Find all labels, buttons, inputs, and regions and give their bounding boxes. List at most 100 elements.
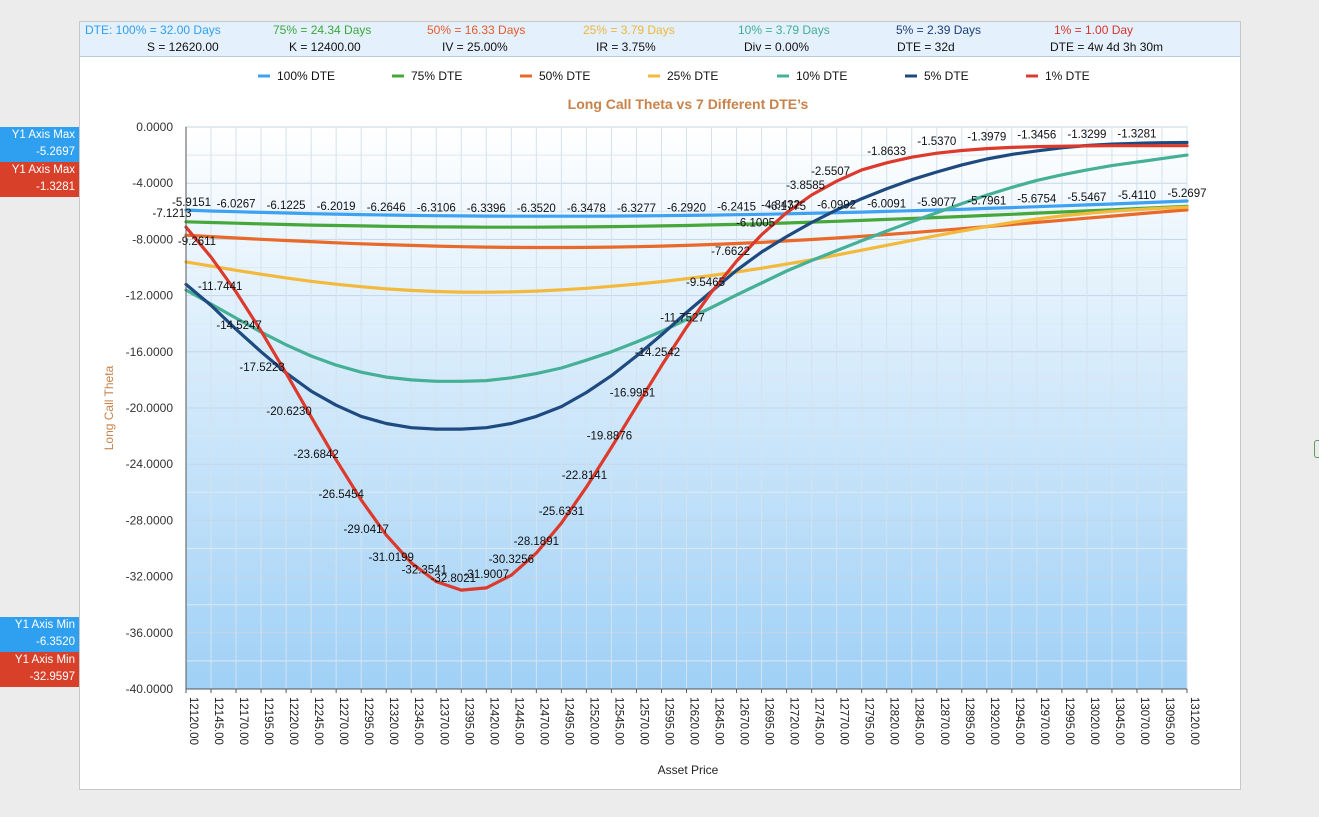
param-header-item: K = 12400.00 bbox=[289, 40, 361, 54]
y1-axis-min-blue-value: -6.3520 bbox=[35, 636, 75, 648]
y1-axis-max-blue-value: -5.2697 bbox=[35, 146, 75, 158]
data-label: -1.3456 bbox=[1017, 130, 1056, 142]
y-tick-label: -40.0000 bbox=[126, 682, 174, 696]
data-label: -6.2415 bbox=[717, 202, 756, 214]
data-label: -29.0417 bbox=[343, 524, 388, 536]
data-label: -5.2697 bbox=[1167, 188, 1206, 200]
y-tick-label: 0.0000 bbox=[136, 120, 173, 134]
data-label: -6.3478 bbox=[567, 203, 606, 215]
legend-label: 5% DTE bbox=[924, 69, 969, 83]
series-line bbox=[184, 140, 1189, 431]
param-header-item: IV = 25.00% bbox=[442, 40, 508, 54]
data-label: -5.7961 bbox=[967, 195, 1006, 207]
data-label: -26.5454 bbox=[318, 489, 364, 501]
y1-axis-max-blue-title: Y1 Axis Max bbox=[11, 129, 75, 141]
chart-title: Long Call Theta vs 7 Different DTE’s bbox=[568, 96, 809, 112]
x-tick-label: 12470.00 bbox=[537, 697, 549, 745]
dte-header-row: DTE: 100% = 32.00 Days 75% = 24.34 Days 50… bbox=[80, 22, 1240, 40]
dte-header-item: 50% = 16.33 Days bbox=[427, 23, 526, 37]
x-tick-label: 12395.00 bbox=[462, 697, 474, 745]
x-tick-label: 12745.00 bbox=[813, 697, 825, 745]
data-label: -14.5247 bbox=[216, 320, 261, 332]
data-label: -6.0091 bbox=[867, 198, 906, 210]
series-line bbox=[184, 204, 1189, 229]
param-header-item: DTE = 4w 4d 3h 30m bbox=[1050, 40, 1164, 54]
x-tick-label: 12945.00 bbox=[1013, 697, 1025, 745]
resize-handle[interactable] bbox=[1314, 440, 1319, 458]
data-label: -23.6842 bbox=[293, 449, 338, 461]
y-tick-label: -20.0000 bbox=[126, 401, 174, 415]
data-label: -5.9077 bbox=[917, 197, 956, 209]
legend-label: 1% DTE bbox=[1045, 69, 1090, 83]
x-tick-label: 12370.00 bbox=[437, 697, 449, 745]
data-label: -11.7527 bbox=[660, 312, 705, 324]
data-label: -32.3541 bbox=[402, 565, 447, 577]
data-label: -4.8432 bbox=[761, 200, 800, 212]
x-tick-label: 12345.00 bbox=[412, 697, 424, 745]
legend: 100% DTE 75% DTE 50% DTE 25% DTE 10% DTE 5% D… bbox=[258, 69, 1090, 83]
y1-axis-min-red: Y1 Axis Min -32.9597 bbox=[0, 652, 79, 687]
data-label: -5.9151 bbox=[172, 197, 211, 209]
data-label: -28.1891 bbox=[514, 536, 559, 548]
y-tick-label: -24.0000 bbox=[126, 457, 174, 471]
x-tick-label: 12795.00 bbox=[863, 697, 875, 745]
series-line bbox=[184, 199, 1189, 218]
data-label: -22.8141 bbox=[562, 470, 607, 482]
data-label: -32.8021 bbox=[431, 573, 476, 585]
dte-header-item: DTE: 100% = 32.00 Days bbox=[85, 23, 221, 37]
x-tick-label: 12170.00 bbox=[237, 697, 249, 745]
y1-axis-max-red: Y1 Axis Max -1.3281 bbox=[0, 162, 79, 197]
axes: 0.0000 -4.0000 -8.0000 -12.0000 -16.0000 -20.… bbox=[126, 120, 1200, 745]
x-tick-label: 12845.00 bbox=[913, 697, 925, 745]
x-tick-label: 12670.00 bbox=[738, 697, 750, 745]
series-line bbox=[184, 205, 1189, 294]
legend-label: 50% DTE bbox=[539, 69, 590, 83]
dte-header-item: 75% = 24.34 Days bbox=[273, 23, 372, 37]
x-tick-label: 12820.00 bbox=[888, 697, 900, 745]
y1-axis-min-red-value: -32.9597 bbox=[29, 671, 75, 683]
y1-axis-min-blue: Y1 Axis Min -6.3520 bbox=[0, 617, 79, 652]
data-label: -20.6230 bbox=[266, 406, 311, 418]
x-tick-label: 12445.00 bbox=[512, 697, 524, 745]
data-label: -2.5507 bbox=[811, 166, 850, 178]
y1-axis-max-blue: Y1 Axis Max -5.2697 bbox=[0, 127, 79, 162]
x-axis-label: Asset Price bbox=[658, 763, 719, 777]
y1-axis-max-red-title: Y1 Axis Max bbox=[11, 164, 75, 176]
x-tick-label: 12570.00 bbox=[637, 697, 649, 745]
y1-axis-min-red-title: Y1 Axis Min bbox=[14, 654, 75, 666]
x-tick-label: 12245.00 bbox=[312, 697, 324, 745]
series-line bbox=[184, 153, 1189, 383]
data-label: -6.3277 bbox=[617, 203, 656, 215]
data-label: -6.1005 bbox=[736, 218, 775, 230]
data-label: -6.0992 bbox=[817, 200, 856, 212]
data-label: -5.4110 bbox=[1118, 190, 1156, 202]
param-header-item: S = 12620.00 bbox=[147, 40, 219, 54]
data-label: -5.5467 bbox=[1067, 192, 1106, 204]
y-tick-label: -4.0000 bbox=[132, 176, 173, 190]
x-tick-label: 13120.00 bbox=[1188, 697, 1200, 745]
data-label: -9.2611 bbox=[178, 236, 216, 248]
x-tick-label: 12995.00 bbox=[1063, 697, 1075, 745]
x-tick-label: 12295.00 bbox=[362, 697, 374, 745]
y-axis-label: Long Call Theta bbox=[102, 365, 116, 450]
x-tick-label: 12970.00 bbox=[1038, 697, 1050, 745]
x-tick-label: 12420.00 bbox=[487, 697, 499, 745]
x-tick-label: 12270.00 bbox=[337, 697, 349, 745]
params-header-row: S = 12620.00 K = 12400.00 IV = 25.00% IR = … bbox=[80, 39, 1240, 57]
x-tick-label: 12720.00 bbox=[788, 697, 800, 745]
data-label: -1.8633 bbox=[867, 146, 906, 158]
x-tick-label: 12195.00 bbox=[262, 697, 274, 745]
x-tick-label: 13070.00 bbox=[1138, 697, 1150, 745]
y-tick-label: -28.0000 bbox=[126, 513, 174, 527]
x-tick-label: 12545.00 bbox=[612, 697, 624, 745]
data-label: -6.3106 bbox=[417, 203, 456, 215]
data-label: -1.3281 bbox=[1117, 129, 1156, 141]
x-tick-label: 13020.00 bbox=[1088, 697, 1100, 745]
data-label: -7.6622 bbox=[711, 246, 750, 258]
data-label: -6.2920 bbox=[667, 202, 706, 214]
param-header-item: Div = 0.00% bbox=[744, 40, 810, 54]
dte-header-item: 10% = 3.79 Days bbox=[738, 23, 830, 37]
dte-header-item: 25% = 3.79 Days bbox=[583, 23, 675, 37]
data-label: -31.0199 bbox=[368, 552, 413, 564]
